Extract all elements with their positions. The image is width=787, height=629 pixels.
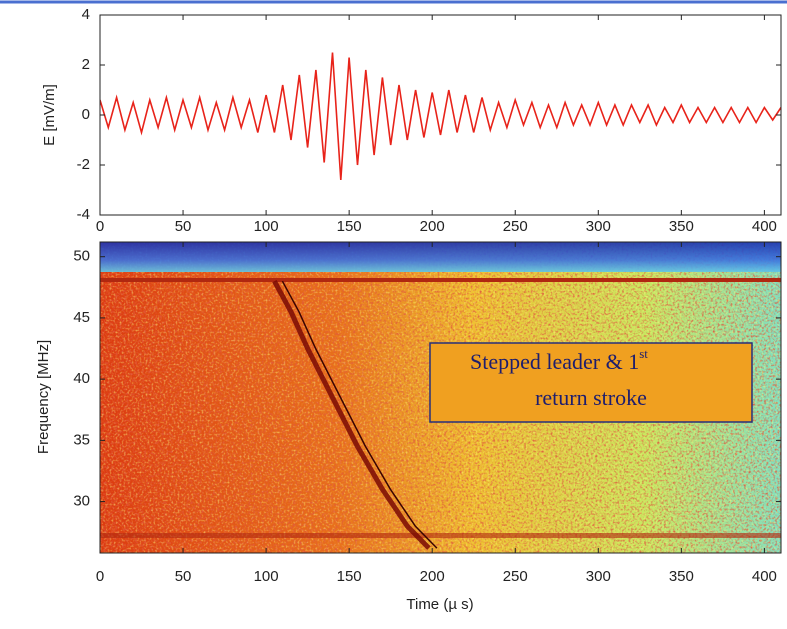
x-tick-label: 300	[586, 218, 611, 235]
y-tick-label: 0	[82, 106, 90, 123]
x-axis-label: Time (µ s)	[406, 596, 473, 613]
x-tick-label: 0	[96, 568, 104, 585]
axes-box	[99, 241, 782, 554]
y-tick-label: 2	[82, 56, 90, 73]
annotation: Stepped leader & 1st	[470, 346, 648, 374]
x-tick-label: 250	[503, 218, 528, 235]
x-tick-label: 400	[752, 218, 777, 235]
y-tick-label: -4	[77, 206, 90, 223]
x-tick-label: 250	[503, 568, 528, 585]
x-tick-label: 50	[175, 568, 192, 585]
x-tick-label: 350	[669, 568, 694, 585]
x-tick-label: 200	[420, 568, 445, 585]
x-tick-label: 50	[175, 218, 192, 235]
y-tick-label: -2	[77, 156, 90, 173]
waveform	[100, 52, 781, 181]
x-tick-label: 100	[254, 218, 279, 235]
y-tick-label: 4	[82, 6, 90, 23]
y-axis-label: Frequency [MHz]	[35, 340, 52, 454]
y-tick-label: 35	[73, 431, 90, 448]
y-tick-label: 50	[73, 248, 90, 265]
y-tick-label: 30	[73, 493, 90, 510]
annotation-box	[429, 342, 753, 423]
y-tick-label: 40	[73, 370, 90, 387]
x-tick-label: 100	[254, 568, 279, 585]
x-tick-label: 400	[752, 568, 777, 585]
x-tick-label: 0	[96, 218, 104, 235]
leader-trace	[281, 280, 438, 549]
x-tick-label: 150	[337, 218, 362, 235]
x-tick-label: 200	[420, 218, 445, 235]
y-axis-label: E [mV/m]	[41, 84, 58, 146]
x-tick-label: 300	[586, 568, 611, 585]
axes-box	[99, 14, 782, 216]
annotation: return stroke	[535, 385, 647, 410]
x-tick-label: 350	[669, 218, 694, 235]
y-tick-label: 45	[73, 309, 90, 326]
leader-trace	[272, 280, 431, 550]
x-tick-label: 150	[337, 568, 362, 585]
